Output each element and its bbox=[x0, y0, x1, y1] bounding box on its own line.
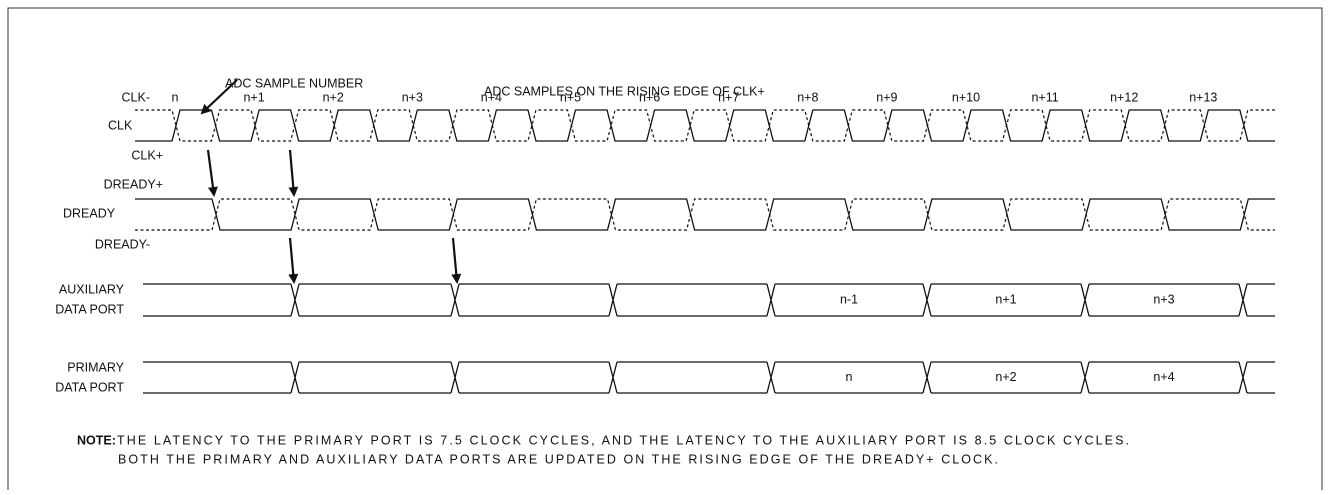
bus-value: n-1 bbox=[840, 292, 858, 306]
dready-wave-complement bbox=[135, 198, 1275, 231]
dready-wave bbox=[135, 198, 1275, 231]
sample-label: n+6 bbox=[639, 90, 660, 104]
arrow bbox=[288, 149, 299, 197]
bus-value: n+1 bbox=[995, 292, 1016, 306]
signal-label: CLK bbox=[108, 118, 133, 132]
arrow bbox=[206, 149, 218, 197]
sample-label: n bbox=[172, 90, 179, 104]
sample-label: n+3 bbox=[402, 90, 423, 104]
sample-label: n+5 bbox=[560, 90, 581, 104]
clk-wave-complement bbox=[135, 109, 1275, 142]
note-text: THE LATENCY TO THE PRIMARY PORT IS 7.5 C… bbox=[117, 433, 1129, 447]
frame bbox=[7, 7, 1323, 495]
signal-label: DREADY- bbox=[95, 237, 150, 251]
clk-wave bbox=[135, 109, 1275, 142]
bus-wave bbox=[143, 283, 1275, 317]
annotation: ADC SAMPLE NUMBER bbox=[225, 76, 363, 90]
bus-value: n bbox=[846, 370, 853, 384]
bus-value: n+3 bbox=[1153, 292, 1174, 306]
note-text: BOTH THE PRIMARY AND AUXILIARY DATA PORT… bbox=[118, 452, 998, 466]
signal-label: DREADY+ bbox=[104, 177, 163, 191]
sample-label: n+9 bbox=[876, 90, 897, 104]
bus-value: n+4 bbox=[1153, 370, 1174, 384]
sample-label: n+13 bbox=[1189, 90, 1217, 104]
sample-label: n+11 bbox=[1031, 90, 1058, 104]
sample-label: n+10 bbox=[952, 90, 980, 104]
arrow bbox=[288, 237, 299, 284]
signal-label: PRIMARY bbox=[67, 360, 124, 374]
bus-wave bbox=[143, 361, 1275, 394]
annotation: ADC SAMPLES ON THE RISING EDGE OF CLK+ bbox=[484, 84, 765, 98]
signal-label: DATA PORT bbox=[55, 302, 124, 316]
sample-label: n+2 bbox=[323, 90, 344, 104]
signal-label: CLK+ bbox=[131, 148, 163, 162]
bus-value: n+2 bbox=[995, 370, 1016, 384]
sample-label: n+4 bbox=[481, 90, 502, 104]
arrow bbox=[200, 79, 238, 115]
arrow bbox=[451, 237, 462, 284]
signal-label: AUXILIARY bbox=[59, 282, 125, 296]
note-label: NOTE: bbox=[77, 433, 116, 447]
sample-label: n+8 bbox=[797, 90, 818, 104]
sample-label: n+1 bbox=[243, 90, 264, 104]
signal-label: CLK- bbox=[122, 90, 150, 104]
sample-label: n+12 bbox=[1110, 90, 1138, 104]
sample-label: n+7 bbox=[718, 90, 739, 104]
signal-label: DREADY bbox=[63, 206, 116, 220]
signal-label: DATA PORT bbox=[55, 380, 124, 394]
